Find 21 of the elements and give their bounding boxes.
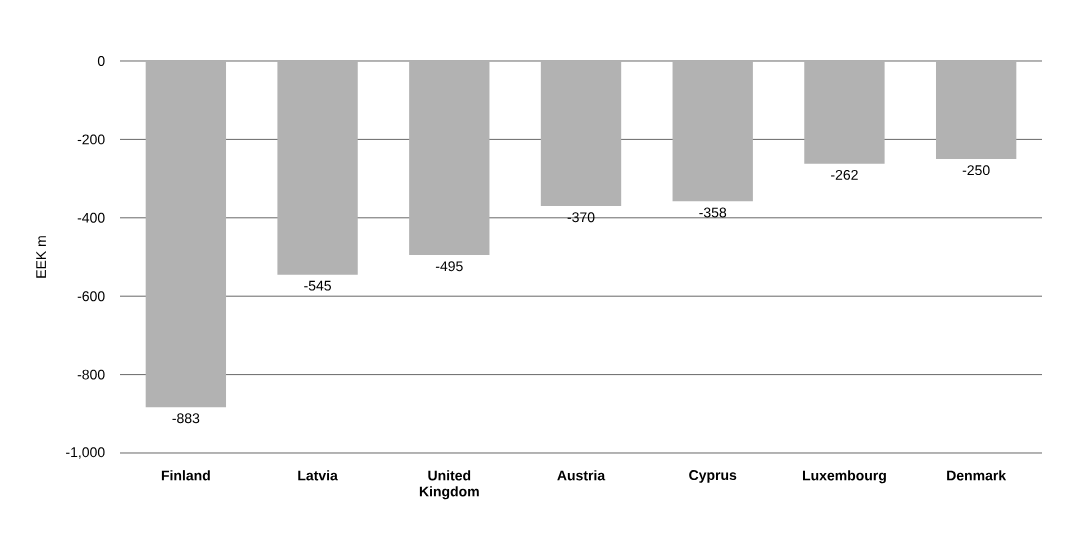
- data-label: -358: [699, 207, 727, 218]
- data-label: -262: [831, 169, 858, 180]
- x-tick-label: Luxembourg: [802, 470, 886, 484]
- y-tick-label: -200: [77, 134, 105, 145]
- x-tick-label: United Kingdom: [419, 470, 479, 500]
- x-tick-label: Denmark: [947, 470, 1007, 481]
- data-label: -883: [172, 413, 200, 424]
- y-tick-label: -400: [77, 212, 105, 223]
- data-label: -250: [962, 165, 990, 176]
- y-tick-label: -800: [77, 369, 105, 380]
- y-tick-label: -600: [77, 291, 105, 302]
- y-tick-label: -1,000: [66, 447, 105, 459]
- x-tick-label: Finland: [161, 470, 210, 481]
- y-tick-label: 0: [97, 56, 105, 66]
- data-label: -495: [435, 261, 463, 272]
- x-tick-label: Latvia: [298, 470, 338, 481]
- x-tick-label: Cyprus: [689, 470, 737, 483]
- data-label: -545: [304, 280, 331, 291]
- data-label: -370: [567, 212, 595, 223]
- y-axis-title: EEK m: [36, 236, 46, 278]
- x-tick-label: Austria: [557, 470, 606, 481]
